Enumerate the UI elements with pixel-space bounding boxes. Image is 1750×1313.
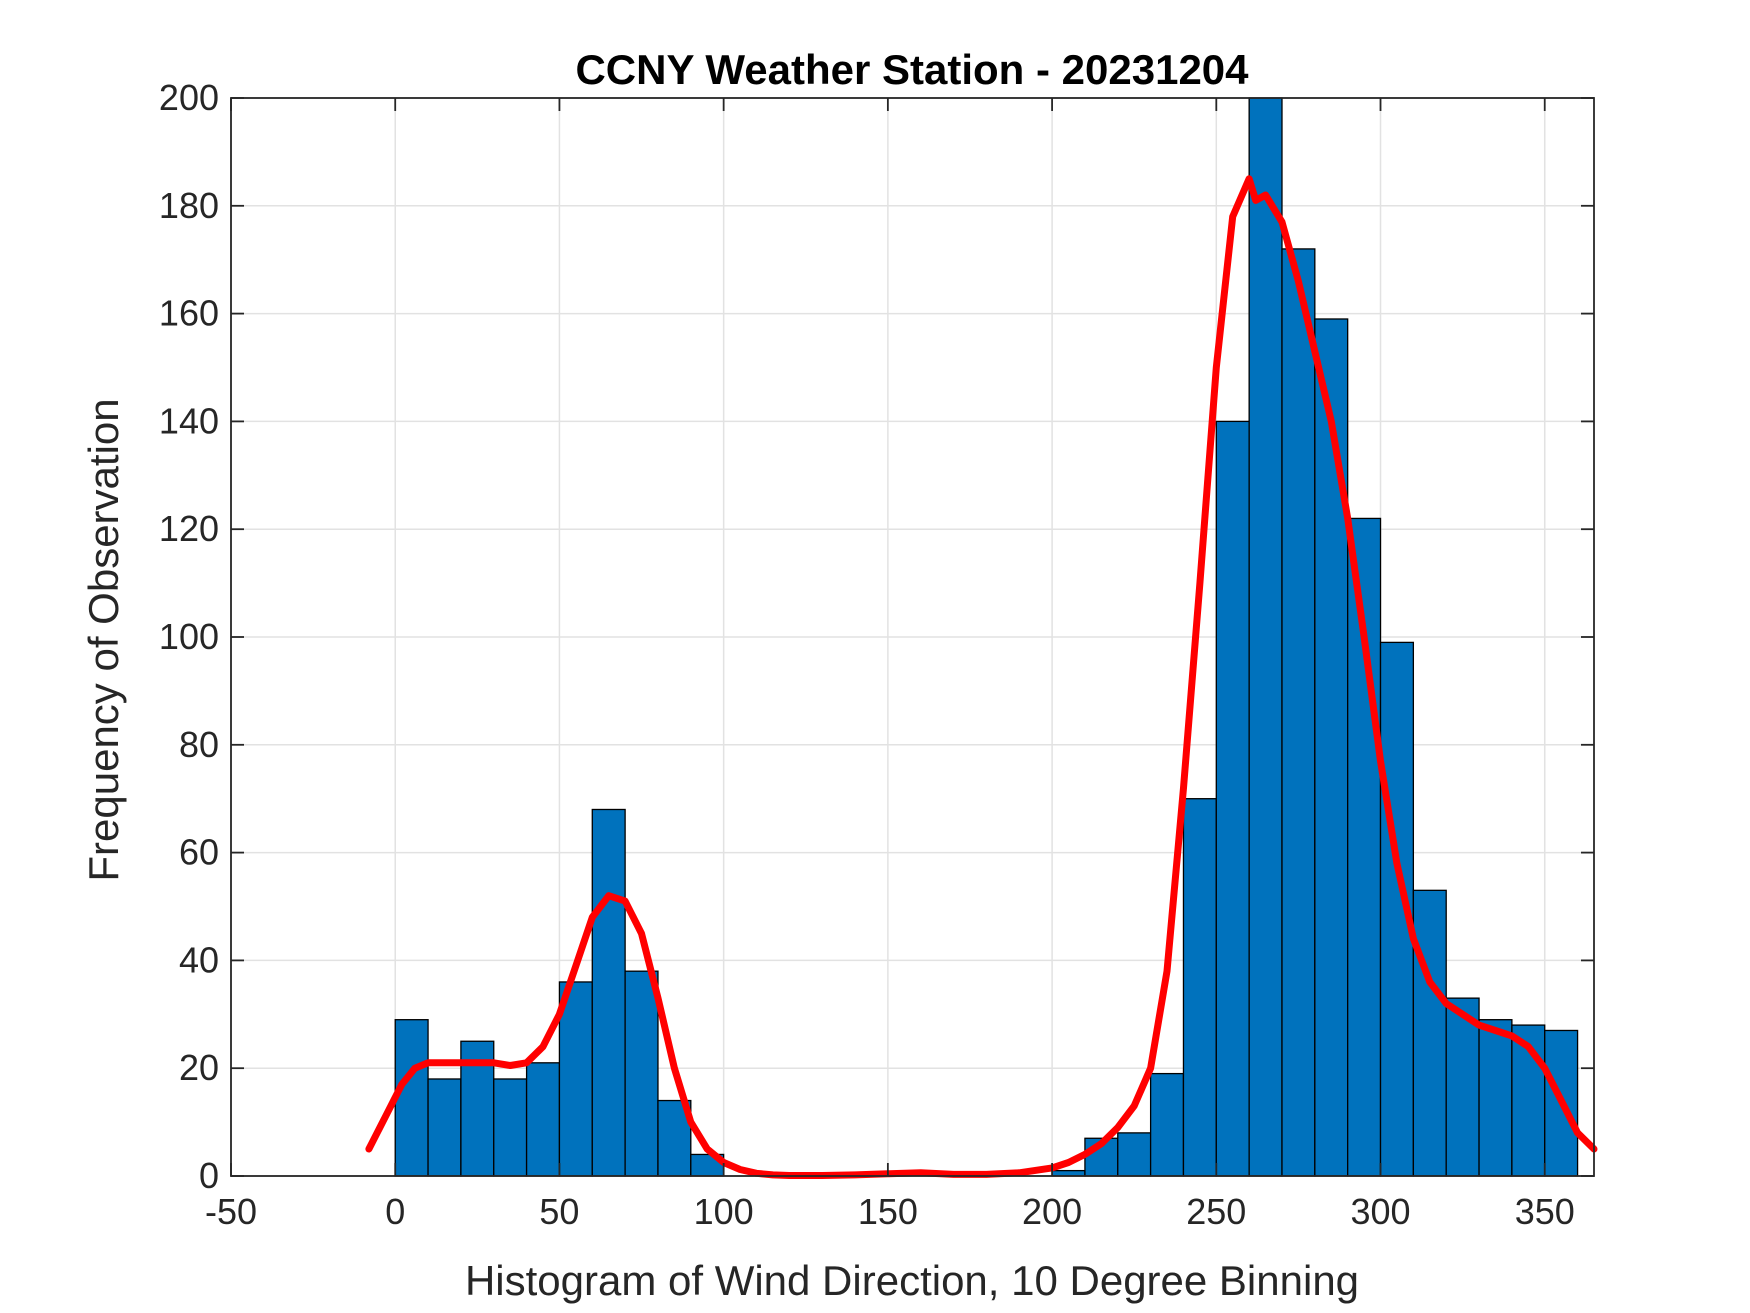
histogram-bar xyxy=(1281,248,1316,1177)
histogram-bar xyxy=(1478,1019,1513,1177)
y-tick-label: 160 xyxy=(159,293,219,334)
chart-title: CCNY Weather Station - 20231204 xyxy=(575,46,1249,93)
x-tick-label: 250 xyxy=(1186,1191,1246,1232)
x-tick-label: 0 xyxy=(385,1191,405,1232)
y-tick-label: 60 xyxy=(179,832,219,873)
density-curve xyxy=(365,175,1598,1179)
y-tick-label: 180 xyxy=(159,185,219,226)
histogram-bar xyxy=(1445,997,1480,1177)
histogram-bar xyxy=(1117,1132,1152,1177)
x-tick-label: 100 xyxy=(694,1191,754,1232)
y-tick-label: 120 xyxy=(159,508,219,549)
histogram-bar xyxy=(591,808,626,1177)
density-curve-layer xyxy=(365,175,1598,1179)
histogram-bar xyxy=(1248,97,1283,1177)
histogram-bar xyxy=(558,981,593,1177)
tick-labels: -50 0 50 100 150 200 250 300 3500204060801001201… xyxy=(159,77,1575,1232)
y-tick-label: 140 xyxy=(159,400,219,441)
y-tick-label: 20 xyxy=(179,1047,219,1088)
y-tick-label: 200 xyxy=(159,77,219,118)
histogram-bar xyxy=(1215,420,1250,1177)
x-axis-label: Histogram of Wind Direction, 10 Degree B… xyxy=(465,1257,1359,1304)
histogram-bar xyxy=(427,1078,462,1177)
y-tick-label: 40 xyxy=(179,939,219,980)
histogram-bar xyxy=(1314,318,1349,1177)
histogram-bar xyxy=(624,970,659,1177)
x-tick-label: 300 xyxy=(1350,1191,1410,1232)
y-tick-label: 100 xyxy=(159,616,219,657)
histogram-bars xyxy=(394,97,1579,1177)
histogram-bar xyxy=(525,1062,561,1177)
x-tick-label: 150 xyxy=(858,1191,918,1232)
x-tick-label: 200 xyxy=(1022,1191,1082,1232)
histogram-bar xyxy=(1412,889,1447,1177)
y-tick-label: 0 xyxy=(199,1155,219,1196)
histogram-bar xyxy=(493,1078,528,1177)
x-tick-label: -50 xyxy=(205,1191,257,1232)
histogram-bar xyxy=(1149,1072,1185,1177)
y-axis-label: Frequency of Observation xyxy=(80,398,127,881)
histogram-bar xyxy=(1182,798,1217,1177)
x-tick-label: 50 xyxy=(539,1191,579,1232)
plot-axes xyxy=(230,97,1595,1177)
x-tick-label: 350 xyxy=(1515,1191,1575,1232)
histogram-bar xyxy=(394,1019,429,1177)
y-tick-label: 80 xyxy=(179,724,219,765)
